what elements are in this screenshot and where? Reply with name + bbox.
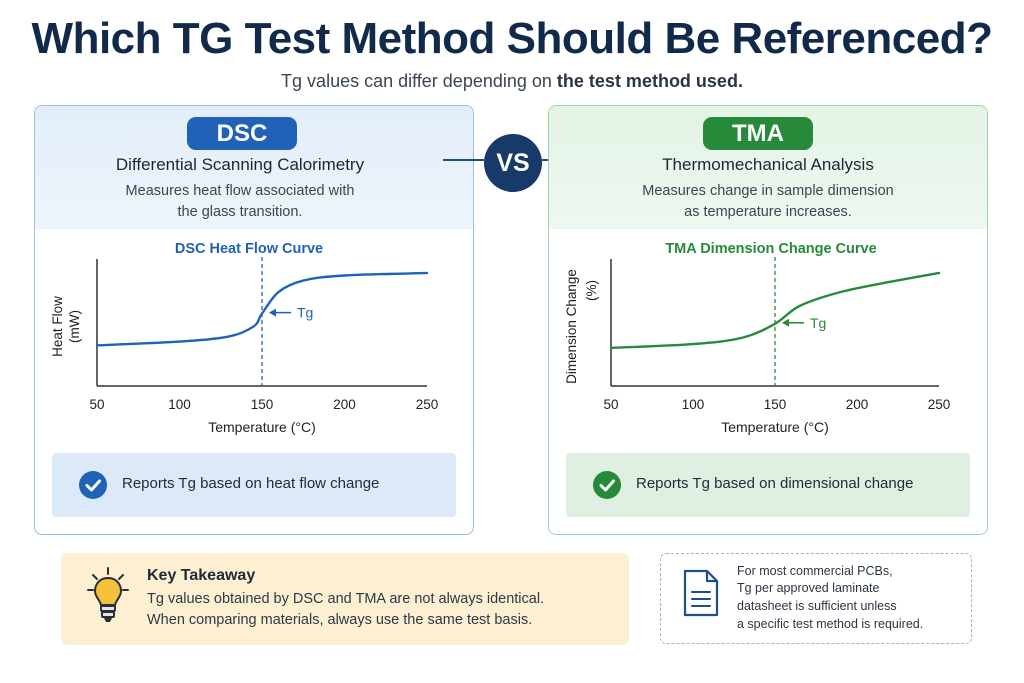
page-title: Which TG Test Method Should Be Reference… xyxy=(31,14,993,63)
chart-title: DSC Heat Flow Curve xyxy=(175,241,323,257)
dsc-heat-flow-chart: DSC Heat Flow Curve 50 100 150 200 250 Tempera… xyxy=(50,241,439,435)
lightbulb-icon xyxy=(87,567,129,622)
y-axis-label: Dimension Change xyxy=(564,269,579,384)
dsc-desc-line: Measures heat flow associated with xyxy=(125,183,355,199)
dsc-desc-line: the glass transition. xyxy=(177,204,303,220)
subtitle-emphasis: the test method used. xyxy=(556,71,743,91)
takeaway-title: Key Takeaway xyxy=(147,567,256,584)
x-tick-label: 50 xyxy=(89,397,104,412)
tg-arrowhead xyxy=(782,318,789,327)
tma-desc-line: Measures change in sample dimension xyxy=(642,183,894,199)
check-icon xyxy=(593,471,621,499)
y-axis-label: (%) xyxy=(584,280,599,301)
vs-badge: VS xyxy=(484,134,542,192)
x-tick-label: 150 xyxy=(251,397,274,412)
dsc-badge: DSC xyxy=(187,117,297,150)
tma-desc-line: as temperature increases. xyxy=(684,204,852,220)
vs-connector-left xyxy=(443,159,484,161)
tma-dimension-chart: TMA Dimension Change Curve 50 100 150 200 250… xyxy=(564,241,951,435)
y-axis-label: (mW) xyxy=(67,310,82,343)
document-icon xyxy=(683,569,719,617)
tma-full-name: Thermomechanical Analysis xyxy=(662,155,874,174)
x-axis-label: Temperature (°C) xyxy=(208,419,316,435)
page-subtitle: Tg values can differ depending on the te… xyxy=(0,71,1024,92)
tma-badge: TMA xyxy=(703,117,813,150)
note-line: datasheet is sufficient unless xyxy=(737,599,897,613)
x-tick-label: 200 xyxy=(846,397,869,412)
tg-label: Tg xyxy=(810,315,826,331)
x-tick-label: 250 xyxy=(928,397,951,412)
x-tick-label: 50 xyxy=(603,397,618,412)
dsc-report-box: Reports Tg based on heat flow change xyxy=(52,453,456,517)
x-tick-label: 200 xyxy=(333,397,356,412)
dsc-report-text: Reports Tg based on heat flow change xyxy=(122,475,380,492)
tma-report-box: Reports Tg based on dimensional change xyxy=(566,453,970,517)
note-line: Tg per approved laminate xyxy=(737,581,880,595)
dsc-description: Measures heat flow associated with the g… xyxy=(35,181,459,223)
check-icon xyxy=(79,471,107,499)
tg-arrowhead xyxy=(269,308,276,317)
tma-description: Measures change in sample dimension as t… xyxy=(549,181,987,223)
series-line xyxy=(609,271,941,350)
y-axis-label: Heat Flow xyxy=(50,296,65,357)
tma-panel: TMA Thermomechanical Analysis Measures c… xyxy=(548,105,988,535)
key-takeaway-box: Key Takeaway Tg values obtained by DSC a… xyxy=(61,553,629,645)
note-line: a specific test method is required. xyxy=(737,617,924,631)
subtitle-text: Tg values can differ depending on xyxy=(281,71,557,91)
series-line xyxy=(95,271,429,347)
takeaway-line: When comparing materials, always use the… xyxy=(147,612,533,628)
takeaway-line: Tg values obtained by DSC and TMA are no… xyxy=(147,591,545,607)
x-tick-label: 150 xyxy=(764,397,787,412)
tg-label: Tg xyxy=(297,305,313,321)
dsc-header: DSC Differential Scanning Calorimetry Me… xyxy=(35,106,473,229)
x-tick-label: 250 xyxy=(416,397,439,412)
x-tick-label: 100 xyxy=(682,397,705,412)
x-tick-label: 100 xyxy=(168,397,191,412)
pcb-note-box: For most commercial PCBs, Tg per approve… xyxy=(660,553,972,644)
note-line: For most commercial PCBs, xyxy=(737,564,893,578)
dsc-panel: DSC Differential Scanning Calorimetry Me… xyxy=(34,105,474,535)
x-axis-label: Temperature (°C) xyxy=(721,419,829,435)
dsc-full-name: Differential Scanning Calorimetry xyxy=(115,155,365,174)
tma-report-text: Reports Tg based on dimensional change xyxy=(636,475,914,492)
chart-title: TMA Dimension Change Curve xyxy=(665,241,876,257)
tma-header: TMA Thermomechanical Analysis Measures c… xyxy=(549,106,987,229)
